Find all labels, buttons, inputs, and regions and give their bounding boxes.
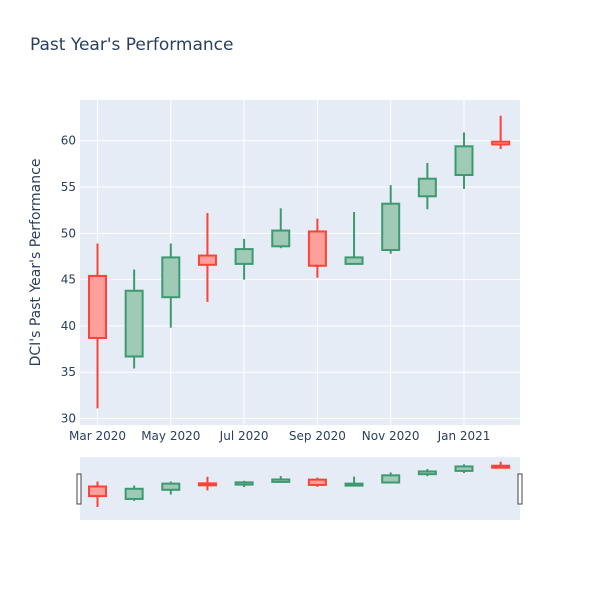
candle-body [307,230,327,267]
candle-body [234,248,254,265]
mini-candle-body [454,465,474,472]
mini-candle-body [197,482,217,487]
mini-candle [454,464,474,474]
range-slider-background [80,457,520,520]
mini-candle-body [344,482,364,487]
mini-candle [161,481,181,495]
mini-candle [491,461,511,469]
candles [88,115,511,409]
mini-candle [271,476,291,483]
x-tick-label: May 2020 [141,429,200,443]
x-tick-label: Mar 2020 [69,429,126,443]
y-tick-label: 40 [61,319,76,333]
x-tick-label: Jul 2020 [219,429,269,443]
range-slider-left-handle[interactable] [76,473,82,505]
candle [234,238,254,280]
candle-body [491,140,511,146]
y-tick-labels: 30 35 40 45 50 55 60 [61,134,76,426]
x-tick-label: Nov 2020 [362,429,420,443]
y-tick-label: 60 [61,134,76,148]
candle [271,208,291,249]
mini-candle-body [234,481,254,486]
mini-candle [234,480,254,488]
mini-candle [124,485,144,501]
y-axis-label: DCI's Past Year's Performance [28,159,44,367]
candle [124,269,144,369]
candle-body [161,256,181,299]
mini-candle-body [271,478,291,483]
candle [197,212,217,302]
range-slider-candles [88,461,511,507]
x-tick-labels: Mar 2020 May 2020 Jul 2020 Sep 2020 Nov 2020… [69,429,490,443]
mini-candle [88,481,107,507]
mini-candle-body [307,478,327,486]
x-tick-label: Jan 2021 [437,429,491,443]
candle [381,185,401,254]
y-tick-label: 50 [61,226,76,240]
mini-candle [344,476,364,487]
candle-body [271,229,291,248]
candle-body [88,274,107,339]
candle-body [197,254,217,266]
mini-candle-body [491,464,511,469]
candle [417,162,437,210]
mini-candle [307,477,327,487]
range-slider-right-handle[interactable] [517,473,523,505]
candle [161,243,181,328]
mini-candle [417,469,437,477]
y-tick-label: 45 [61,273,76,287]
mini-candle-body [88,485,107,498]
y-gridlines [80,140,520,420]
candle [307,218,327,278]
candle [88,243,107,409]
candle-body [344,256,364,265]
y-tick-label: 55 [61,180,76,194]
mini-candle-body [417,470,437,476]
candle [454,132,474,189]
candle-body [124,289,144,358]
mini-candle [197,476,217,491]
range-slider[interactable] [76,457,523,520]
candle-body [381,202,401,251]
x-tick-label: Sep 2020 [289,429,346,443]
chart-title: Past Year's Performance [30,35,234,55]
mini-candle-body [161,482,181,491]
candle-body [417,177,437,198]
mini-candle-body [381,474,401,484]
plot-area [80,100,520,425]
y-tick-label: 35 [61,365,76,379]
candle-body [454,145,474,176]
mini-candle-body [124,487,144,500]
mini-candle [381,472,401,484]
candle [491,115,511,150]
y-tick-label: 30 [61,412,76,426]
candle [344,212,364,265]
